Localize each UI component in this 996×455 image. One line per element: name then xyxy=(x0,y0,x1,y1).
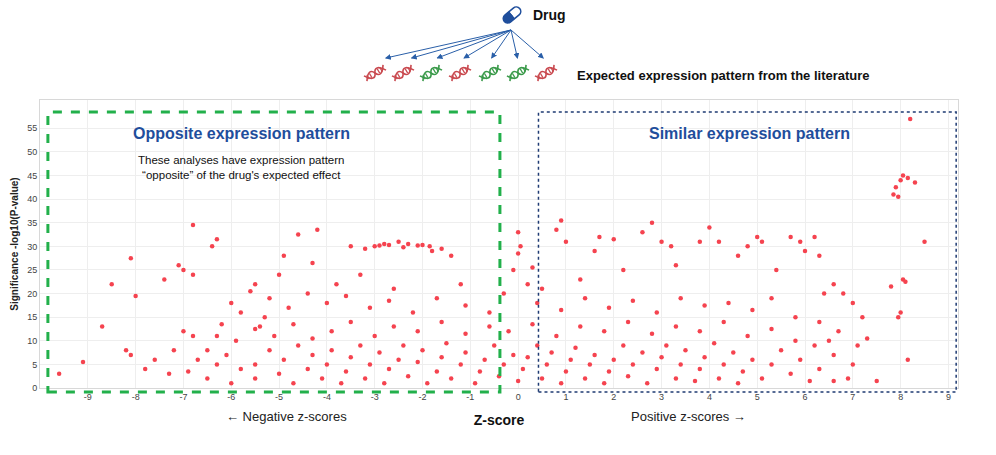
svg-text:Opposite expression pattern: Opposite expression pattern xyxy=(133,125,350,142)
svg-text:Expected expression pattern fr: Expected expression pattern from the lit… xyxy=(577,68,870,83)
svg-text:-1: -1 xyxy=(466,392,474,402)
svg-text:8: 8 xyxy=(898,392,903,402)
svg-text:35: 35 xyxy=(27,218,37,228)
svg-text:6: 6 xyxy=(802,392,807,402)
svg-text:-7: -7 xyxy=(179,392,187,402)
svg-text:2: 2 xyxy=(611,392,616,402)
svg-text:45: 45 xyxy=(27,171,37,181)
svg-text:These analyses have expression: These analyses have expression pattern“o… xyxy=(138,154,344,181)
svg-text:-5: -5 xyxy=(275,392,283,402)
svg-text:← Negative z-scores: ← Negative z-scores xyxy=(226,409,347,424)
svg-text:5: 5 xyxy=(755,392,760,402)
svg-text:50: 50 xyxy=(27,147,37,157)
svg-text:-9: -9 xyxy=(84,392,92,402)
svg-text:20: 20 xyxy=(27,289,37,299)
svg-text:55: 55 xyxy=(27,123,37,133)
svg-text:1: 1 xyxy=(563,392,568,402)
svg-text:9: 9 xyxy=(946,392,951,402)
svg-text:-6: -6 xyxy=(227,392,235,402)
svg-text:10: 10 xyxy=(27,336,37,346)
svg-text:25: 25 xyxy=(27,265,37,275)
svg-text:Z-score: Z-score xyxy=(474,412,525,428)
svg-text:15: 15 xyxy=(27,312,37,322)
svg-text:5: 5 xyxy=(32,360,37,370)
svg-text:7: 7 xyxy=(850,392,855,402)
svg-text:3: 3 xyxy=(659,392,664,402)
svg-text:Drug: Drug xyxy=(533,7,566,23)
svg-text:-3: -3 xyxy=(371,392,379,402)
svg-text:0: 0 xyxy=(516,392,521,402)
svg-text:Positive z-scores →: Positive z-scores → xyxy=(631,409,746,424)
svg-text:-8: -8 xyxy=(132,392,140,402)
svg-text:Similar expression pattern: Similar expression pattern xyxy=(649,125,850,142)
svg-text:Significance -log10(P-value): Significance -log10(P-value) xyxy=(9,177,20,310)
svg-text:0: 0 xyxy=(32,383,37,393)
svg-text:-2: -2 xyxy=(418,392,426,402)
svg-text:30: 30 xyxy=(27,242,37,252)
svg-text:40: 40 xyxy=(27,194,37,204)
svg-text:4: 4 xyxy=(707,392,712,402)
svg-text:-4: -4 xyxy=(323,392,331,402)
